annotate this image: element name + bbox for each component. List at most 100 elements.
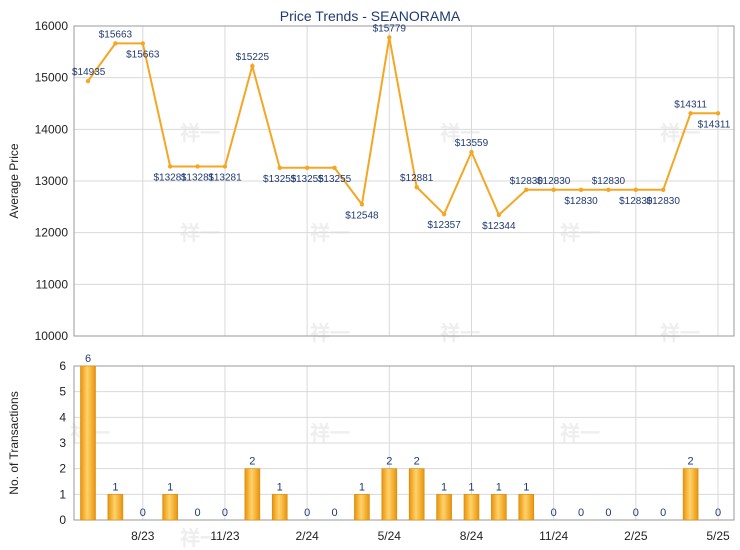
- transaction-count-label: 0: [140, 507, 146, 519]
- price-points: [85, 35, 721, 218]
- price-point: [250, 63, 255, 69]
- transaction-count-label: 2: [688, 456, 694, 468]
- price-data-label: $12830: [592, 176, 626, 187]
- price-data-label: $13281: [181, 172, 215, 183]
- price-point: [633, 187, 639, 192]
- price-data-label: $12357: [427, 220, 461, 231]
- price-point: [414, 184, 419, 190]
- transaction-bar: [162, 494, 178, 521]
- price-data-label: $13559: [455, 138, 489, 149]
- transaction-count-label: 0: [222, 507, 228, 519]
- x-tick-label: 11/23: [210, 529, 239, 543]
- transaction-count-label: 1: [167, 481, 173, 493]
- transaction-count-label: 2: [386, 456, 392, 468]
- price-data-label: $15779: [373, 23, 407, 34]
- price-y-tick-label: 13000: [35, 174, 69, 188]
- price-data-label: $12830: [647, 196, 681, 207]
- transaction-count-label: 1: [112, 481, 118, 493]
- price-y-axis: 10000 11000 12000 13000 14000 15000 16000: [35, 19, 69, 343]
- price-point: [688, 111, 693, 116]
- price-data-label: $13281: [153, 172, 187, 183]
- transaction-bar: [463, 494, 480, 521]
- transaction-bar: [244, 468, 261, 521]
- transactions-y-tick-label: 6: [59, 359, 66, 373]
- price-y-tick-label: 15000: [35, 71, 69, 85]
- price-point: [222, 164, 228, 169]
- price-point: [332, 165, 337, 171]
- transactions-panel: 0 1 2 3 4 5 6 No. of Transactions 6 1 0 1 0 0 2 1 0 0 1 2…: [7, 353, 735, 543]
- transactions-y-axis-title: No. of Transactions: [7, 391, 21, 494]
- price-y-tick-label: 14000: [35, 122, 69, 136]
- price-point: [359, 202, 365, 207]
- transaction-count-label: 0: [331, 507, 337, 519]
- price-point: [606, 187, 611, 192]
- transaction-count-label: 2: [249, 456, 255, 468]
- transaction-count-label: 0: [715, 507, 721, 519]
- transaction-count-label: 0: [578, 507, 584, 519]
- transactions-y-tick-label: 1: [59, 487, 66, 501]
- price-point: [140, 41, 145, 46]
- x-tick-label: 11/24: [539, 529, 568, 543]
- price-data-label: $12548: [345, 210, 379, 221]
- transaction-bar: [436, 494, 452, 521]
- transaction-count-label: 0: [304, 507, 310, 519]
- transaction-bar: [682, 468, 699, 521]
- price-data-label: $12881: [400, 173, 434, 184]
- transaction-count-label: 6: [85, 353, 91, 365]
- transaction-count-label: 0: [195, 507, 201, 519]
- watermark-glyph: 祥一: [310, 421, 350, 445]
- x-tick-label: 2/24: [295, 529, 319, 543]
- transaction-count-label: 0: [605, 507, 611, 519]
- price-data-label: $15225: [236, 52, 270, 63]
- x-tick-label: 5/25: [706, 529, 730, 543]
- price-data-label: $12344: [482, 221, 516, 232]
- price-data-labels: $14935$15663$15663$13281$13281$13281$152…: [72, 23, 731, 231]
- watermark-glyph: 祥一: [440, 321, 480, 345]
- price-data-label: $12830: [510, 176, 544, 187]
- transaction-count-label: 1: [523, 481, 529, 493]
- transaction-count-label: 0: [551, 507, 557, 519]
- price-point: [551, 187, 556, 192]
- price-point: [578, 187, 584, 192]
- transaction-count-label: 1: [359, 481, 365, 493]
- price-point: [387, 35, 392, 40]
- transaction-count-label: 1: [441, 481, 447, 493]
- watermark-glyph: 祥一: [440, 121, 480, 145]
- price-data-label: $13255: [318, 174, 352, 185]
- transaction-bar: [80, 365, 96, 521]
- price-point: [277, 165, 282, 171]
- transaction-bars: [80, 365, 699, 521]
- price-data-label: $12830: [537, 176, 571, 187]
- price-point: [441, 212, 447, 217]
- price-data-label: $13255: [290, 174, 324, 185]
- watermark-glyph: 祥一: [180, 526, 220, 550]
- x-axis: 8/23 11/23 2/24 5/24 8/24 11/24 2/25 5/25: [131, 529, 730, 543]
- transaction-count-label: 0: [660, 507, 666, 519]
- x-tick-label: 8/24: [460, 529, 484, 543]
- transaction-bar: [518, 494, 535, 521]
- transaction-bar: [381, 468, 398, 521]
- price-point: [113, 41, 118, 46]
- price-y-tick-label: 10000: [35, 329, 69, 343]
- price-point: [524, 187, 529, 192]
- x-tick-label: 2/25: [624, 529, 648, 543]
- transaction-bar: [271, 494, 288, 521]
- price-data-label: $14935: [72, 67, 106, 78]
- price-y-tick-label: 12000: [35, 226, 69, 240]
- transaction-data-labels: 6 1 0 1 0 0 2 1 0 0 1 2 2 1 1 1 1 0 0 0 0 0 2 0: [85, 353, 721, 519]
- watermark-glyph: 祥一: [560, 421, 600, 445]
- watermark-glyph: 祥一: [310, 321, 350, 345]
- price-point: [304, 165, 310, 171]
- price-y-axis-title: Average Price: [7, 143, 21, 218]
- price-series-line: [87, 37, 718, 217]
- transaction-count-label: 1: [277, 481, 283, 493]
- transactions-y-tick-label: 0: [59, 513, 66, 527]
- watermark-glyph: 祥一: [660, 321, 700, 345]
- transaction-count-label: 0: [633, 507, 639, 519]
- x-tick-label: 5/24: [378, 529, 402, 543]
- price-data-label: $14311: [674, 99, 707, 110]
- price-data-label: $12830: [564, 196, 598, 207]
- transactions-plot-frame: [73, 365, 735, 521]
- transaction-bar: [491, 494, 507, 521]
